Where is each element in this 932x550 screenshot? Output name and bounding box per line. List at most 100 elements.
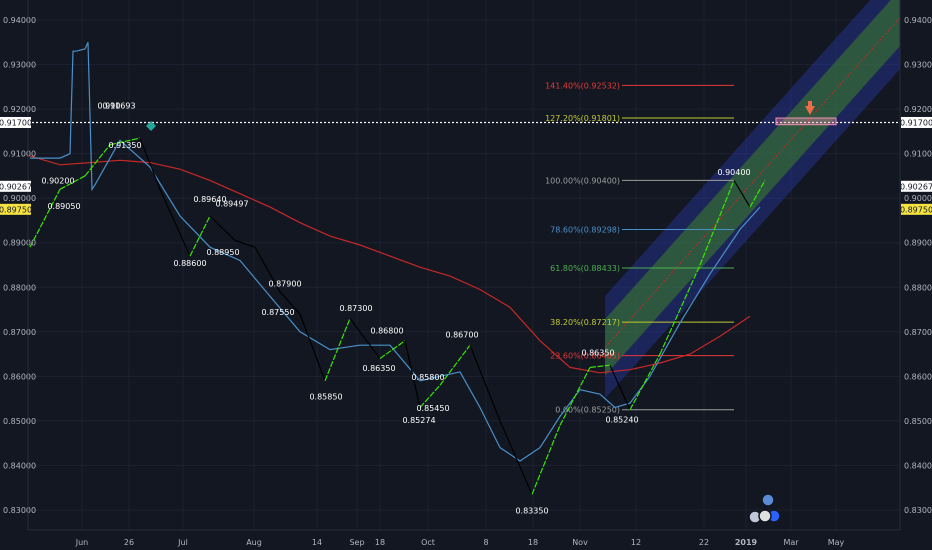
price-label: 0.83350 (515, 506, 548, 515)
fib-level-label: 141.40%(0.92532) (545, 81, 620, 90)
zigzag-segment (629, 353, 661, 411)
zigzag-segment (84, 144, 111, 177)
price-label: 0.85274 (402, 416, 435, 425)
y-tick-label-right: 0.90000 (904, 194, 932, 203)
price-label: 0.88950 (206, 248, 239, 257)
price-badge-left (0, 203, 31, 215)
target-box (775, 117, 837, 126)
zigzag-segment (324, 318, 351, 382)
x-tick-label: 18 (528, 538, 538, 547)
fib-level-label: 127.20%(0.91801) (545, 114, 620, 123)
zigzag-segment (609, 364, 631, 410)
price-label: 0.85800 (411, 373, 444, 382)
x-tick-label: 8 (483, 538, 488, 547)
zigzag-segment (159, 189, 191, 257)
y-tick-label-left: 0.91000 (3, 150, 36, 159)
y-tick-label-right: 0.85000 (904, 417, 932, 426)
price-badge-text: 0.91700 (900, 118, 932, 127)
y-tick-label-right: 0.83000 (904, 506, 932, 515)
zigzag-segment (749, 180, 766, 208)
grid-lines (28, 0, 900, 530)
y-tick-label-right: 0.92000 (904, 105, 932, 114)
price-badge-right (901, 116, 932, 128)
y-tick-label-right: 0.93000 (904, 61, 932, 70)
zigzag-segment (209, 215, 236, 241)
fib-level-label: 38.20%(0.87217) (550, 318, 620, 327)
y-tick-label-right: 0.86000 (904, 372, 932, 381)
zigzag-segment (531, 425, 561, 495)
event-icon (758, 509, 772, 523)
price-label: 0.86700 (445, 331, 478, 340)
price-label: 0.86350 (581, 349, 614, 358)
fib-level-label: 100.00%(0.90400) (545, 176, 620, 185)
zigzag-segment (379, 340, 406, 360)
y-tick-label-left: 0.92000 (3, 105, 36, 114)
zigzag-segment (559, 367, 591, 426)
price-label: 0.85450 (416, 404, 449, 413)
zigzag-segment (254, 246, 281, 293)
x-tick-label: Mar (783, 538, 799, 547)
y-tick-label-left: 0.93000 (3, 61, 36, 70)
x-tick-label: Oct (421, 538, 435, 547)
x-tick-label: 22 (699, 538, 709, 547)
y-tick-label-left: 0.85000 (3, 417, 36, 426)
price-label: 0.89640 (193, 195, 226, 204)
event-icon (761, 493, 775, 507)
zigzag-segment (419, 384, 441, 408)
price-label: 0.85240 (605, 415, 638, 424)
price-label: 0.88600 (173, 259, 206, 268)
channel-inner-band (605, 0, 900, 376)
price-badge-text: 0.89750 (0, 205, 32, 214)
x-tick-label: 12 (631, 538, 641, 547)
price-label: 0.86350 (362, 364, 395, 373)
x-tick-label: 14 (312, 538, 322, 547)
fib-level-label: 61.80%(0.88433) (550, 264, 620, 273)
y-tick-label-left: 0.87000 (3, 328, 36, 337)
channel-center-line (604, 17, 901, 348)
zigzag-segment (29, 189, 61, 248)
price-badge-right (901, 203, 932, 215)
price-badge-text: 0.90267 (900, 182, 932, 191)
y-tick-label-right: 0.87000 (904, 328, 932, 337)
zigzag-segment (279, 291, 301, 315)
y-tick-label-right: 0.91000 (904, 150, 932, 159)
axes: 0.94000 0.94000 0.93000 0.93000 0.92000 0.920… (3, 0, 932, 547)
x-tick-label: 2019 (735, 538, 758, 547)
down-arrow-icon (805, 106, 815, 115)
fib-level-label: 78.60%(0.89298) (550, 225, 620, 234)
x-tick-label: Sep (349, 538, 364, 547)
y-tick-label-left: 0.89000 (3, 239, 36, 248)
zigzag-segment (234, 239, 256, 248)
fib-level-label: 0.00%(0.85250) (555, 406, 620, 415)
zigzag-segment (109, 137, 141, 146)
zigzag-segment (659, 264, 701, 355)
regression-channel (604, 0, 901, 399)
price-label: 0.87900 (268, 279, 301, 288)
x-tick-label: 18 (375, 538, 385, 547)
price-badges: 0.91700 0.91700 0.90267 0.90267 0.89750 0.897… (0, 116, 932, 215)
price-label: 0.89050 (47, 202, 80, 211)
y-tick-label-right: 0.94000 (904, 16, 932, 25)
x-tick-label: 26 (124, 538, 134, 547)
price-badge-left (0, 180, 31, 192)
zigzag-segment (349, 318, 381, 359)
x-tick-label: Jun (75, 538, 89, 547)
price-badge-text: 0.89750 (900, 205, 932, 214)
event-icons (748, 493, 781, 524)
zigzag-segment (469, 344, 501, 422)
price-label: 0.87300 (339, 304, 372, 313)
zigzag-segment (139, 137, 161, 190)
fibonacci-levels: 141.40%(0.92532) 127.20%(0.91801) 100.00%(… (545, 81, 734, 415)
zigzag-segment (733, 180, 751, 208)
zigzag-segment (59, 175, 86, 190)
zigzag-segment (439, 344, 471, 386)
price-label: 0.910 (98, 101, 121, 110)
y-tick-label-left: 0.90000 (3, 194, 36, 203)
price-label: 0.89497 (215, 199, 248, 208)
markers (146, 101, 837, 524)
zigzag-segment (589, 364, 611, 369)
series-line (30, 42, 761, 462)
zigzag-segment (404, 340, 421, 408)
price-label: 0.91693 (102, 101, 135, 110)
